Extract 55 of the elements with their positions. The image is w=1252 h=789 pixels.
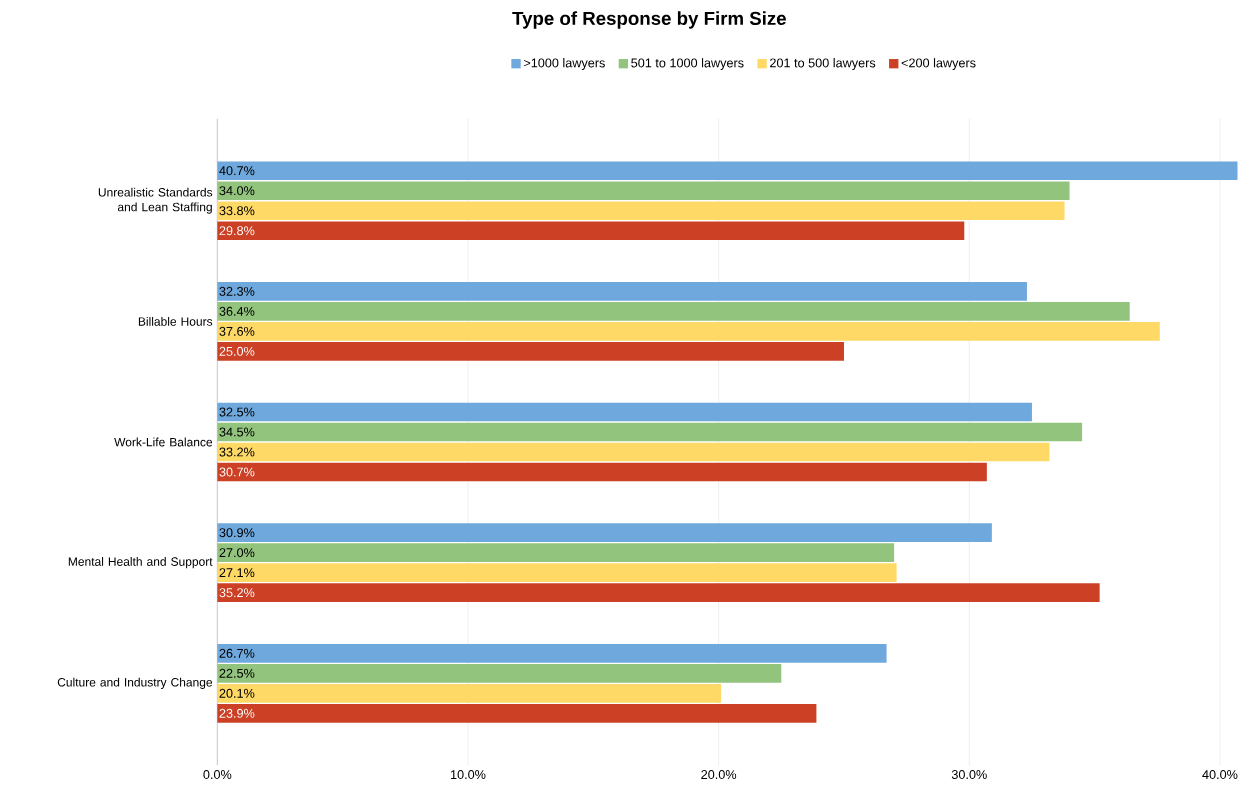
data-label: 25.0% bbox=[219, 346, 255, 356]
legend-label: <200 lawyers bbox=[901, 57, 976, 70]
data-label: 23.9% bbox=[219, 708, 255, 718]
data-label: 34.5% bbox=[219, 427, 255, 437]
bar bbox=[217, 643, 887, 663]
data-label: 40.7% bbox=[219, 166, 255, 176]
data-label: 30.9% bbox=[219, 528, 255, 537]
bar bbox=[217, 543, 895, 562]
data-label: 29.8% bbox=[219, 226, 255, 236]
data-label: 37.6% bbox=[219, 326, 255, 336]
bar bbox=[217, 683, 722, 703]
data-label: 32.5% bbox=[219, 407, 255, 417]
legend-label: >1000 lawyers bbox=[523, 57, 605, 70]
y-tick-label: Culture and Industry Change bbox=[57, 677, 213, 689]
bar bbox=[217, 161, 1238, 180]
data-label: 33.8% bbox=[219, 206, 255, 216]
y-tick-label: Work-Life Balance bbox=[114, 437, 213, 447]
chart-title: Type of Response by Firm Size bbox=[512, 11, 786, 29]
data-label: 34.0% bbox=[219, 186, 255, 196]
bar bbox=[217, 462, 987, 482]
bar bbox=[217, 341, 844, 361]
bar bbox=[217, 402, 1032, 422]
bar bbox=[217, 201, 1065, 220]
legend-label: 201 to 500 lawyers bbox=[770, 57, 876, 70]
y-tick-label: Mental Health and Support bbox=[68, 556, 213, 569]
bar bbox=[217, 301, 1130, 321]
x-tick-label: 40.0% bbox=[1202, 769, 1238, 779]
x-tick-label: 30.0% bbox=[951, 769, 987, 779]
data-label: 22.5% bbox=[219, 668, 255, 678]
bar bbox=[217, 583, 1100, 602]
data-label: 32.3% bbox=[219, 286, 255, 296]
data-label: 33.2% bbox=[219, 447, 255, 457]
bar bbox=[217, 442, 1050, 462]
data-label: 35.2% bbox=[219, 588, 255, 597]
bar bbox=[217, 321, 1160, 341]
data-label: 30.7% bbox=[219, 467, 255, 477]
data-label: 20.1% bbox=[219, 688, 255, 698]
y-tick-label: Unrealistic Standards and Lean Staffing bbox=[98, 187, 213, 214]
bar bbox=[217, 663, 782, 683]
data-label: 27.1% bbox=[219, 568, 255, 577]
bar bbox=[217, 422, 1083, 442]
legend-label: 501 to 1000 lawyers bbox=[631, 57, 744, 70]
x-tick-label: 0.0% bbox=[203, 769, 232, 779]
data-label: 36.4% bbox=[219, 306, 255, 316]
bar bbox=[217, 523, 992, 542]
bar bbox=[217, 221, 965, 240]
x-tick-label: 20.0% bbox=[701, 769, 737, 779]
bar bbox=[217, 281, 1027, 301]
bar bbox=[217, 703, 817, 723]
bar bbox=[217, 181, 1070, 200]
data-label: 26.7% bbox=[219, 648, 255, 658]
bar bbox=[217, 563, 897, 582]
y-tick-label: Billable Hours bbox=[138, 316, 213, 326]
data-label: 27.0% bbox=[219, 548, 255, 557]
x-tick-label: 10.0% bbox=[451, 769, 486, 779]
